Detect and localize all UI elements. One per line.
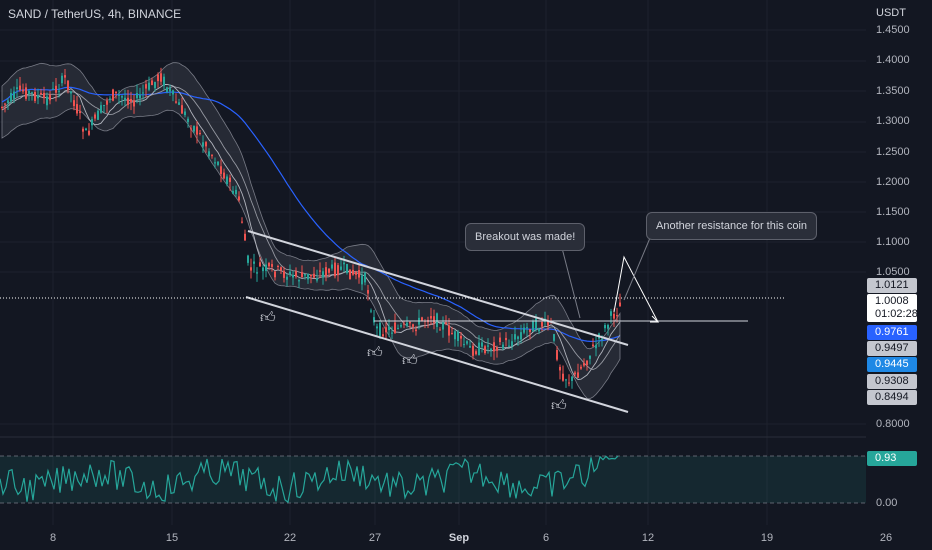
price-tick: 1.1500 bbox=[876, 206, 910, 218]
price-label: 0.9761 bbox=[867, 325, 917, 340]
symbol-title: SAND / TetherUS, 4h, BINANCE bbox=[8, 7, 182, 21]
date-tick: 6 bbox=[542, 532, 550, 544]
thumbs-up-icon: 👍︎ bbox=[402, 352, 418, 369]
price-label: 0.9497 bbox=[867, 341, 917, 356]
price-tick: 1.3500 bbox=[876, 85, 910, 97]
date-tick: 19 bbox=[760, 532, 774, 544]
price-tick: 1.0500 bbox=[876, 266, 910, 278]
thumbs-up-icon: 👍︎ bbox=[260, 309, 276, 326]
price-tick: 1.4500 bbox=[876, 24, 910, 36]
rsi-current-label: 0.93 bbox=[867, 451, 917, 466]
date-tick: 26 bbox=[879, 532, 893, 544]
breakout-callout[interactable]: Breakout was made! bbox=[465, 223, 586, 251]
price-tick: 0.8000 bbox=[876, 418, 910, 430]
date-tick: 12 bbox=[641, 532, 655, 544]
price-label: 0.9308 bbox=[867, 374, 917, 389]
thumbs-up-icon: 👍︎ bbox=[367, 344, 383, 361]
price-label: 0.8494 bbox=[867, 390, 917, 405]
price-tick: 1.4000 bbox=[876, 54, 910, 66]
resistance-callout[interactable]: Another resistance for this coin bbox=[646, 212, 818, 240]
price-tick: 1.1000 bbox=[876, 236, 910, 248]
price-label: 1.0121 bbox=[867, 278, 917, 293]
date-tick: 22 bbox=[283, 532, 297, 544]
currency-label: USDT bbox=[876, 7, 906, 19]
price-tick: 1.2500 bbox=[876, 146, 910, 158]
date-tick: 27 bbox=[368, 532, 382, 544]
price-tick: 1.3000 bbox=[876, 115, 910, 127]
price-tick: 1.2000 bbox=[876, 176, 910, 188]
rsi-tick: 0.00 bbox=[876, 497, 898, 509]
last-price-label: 1.0008 01:02:28 bbox=[867, 294, 918, 322]
thumbs-up-icon: 👍︎ bbox=[551, 397, 567, 414]
bar-countdown: 01:02:28 bbox=[875, 308, 918, 320]
last-price-value: 1.0008 bbox=[875, 295, 909, 307]
date-tick: Sep bbox=[448, 532, 470, 544]
date-tick: 15 bbox=[165, 532, 179, 544]
date-tick: 8 bbox=[49, 532, 57, 544]
price-label: 0.9445 bbox=[867, 357, 917, 372]
